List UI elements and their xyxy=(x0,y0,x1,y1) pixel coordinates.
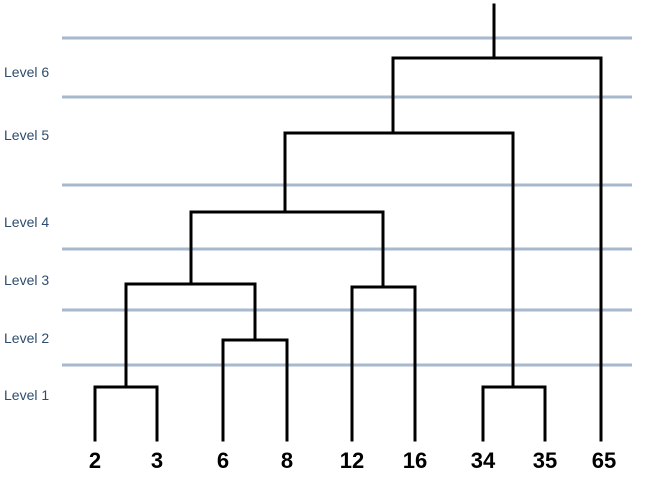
level-boundaries xyxy=(62,36,632,367)
level-label: Level 6 xyxy=(4,64,49,80)
level-label: Level 4 xyxy=(4,214,49,230)
leaf-label: 65 xyxy=(592,448,616,473)
tree-links xyxy=(93,3,603,442)
leaf-label: 2 xyxy=(89,448,101,473)
level-labels: Level 6 Level 5 Level 4 Level 3 Level 2 … xyxy=(4,64,49,403)
level-label: Level 5 xyxy=(4,127,49,143)
leaf-label: 16 xyxy=(403,448,427,473)
leaf-labels: 2 3 6 8 12 16 34 35 65 xyxy=(89,448,616,473)
leaf-label: 6 xyxy=(217,448,229,473)
leaf-label: 35 xyxy=(533,448,557,473)
level-label: Level 2 xyxy=(4,330,49,346)
leaf-label: 3 xyxy=(151,448,163,473)
leaf-label: 8 xyxy=(281,448,293,473)
leaf-label: 34 xyxy=(471,448,496,473)
level-label: Level 1 xyxy=(4,387,49,403)
leaf-label: 12 xyxy=(340,448,364,473)
level-label: Level 3 xyxy=(4,272,49,288)
